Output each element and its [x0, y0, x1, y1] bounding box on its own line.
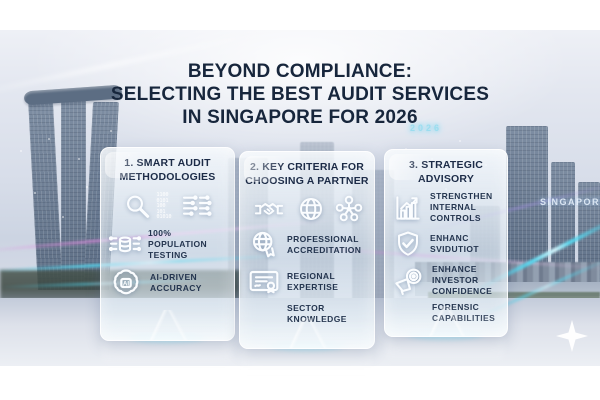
card-item: AI AI-DRIVEN ACCURACY [109, 266, 226, 300]
chip-data-icon [109, 229, 141, 261]
card-smart-audit-methodologies: 1. SMART AUDIT METHODOLOGIES 1100 0101 1… [100, 147, 235, 341]
item-label: PROFESSIONAL ACCREDITATION [287, 234, 362, 255]
title-line-3: IN SINGAPORE FOR 2026 [182, 107, 418, 128]
page-title: BEYOND COMPLIANCE: SELECTING THE BEST AU… [0, 60, 600, 129]
item-label: FORENSIC CAPABILITIES [432, 302, 496, 323]
card-item: FORENSIC CAPABILITIES [393, 302, 499, 324]
circuit-traces-icon [180, 191, 212, 223]
globe-ribbon-icon [248, 229, 280, 261]
item-label: ENHANC SVIDUTIOT [430, 233, 479, 254]
card-item: REGIONAL EXPERTISE [248, 266, 366, 298]
card-heading: 1. SMART AUDIT METHODOLOGIES [119, 157, 216, 183]
icon-row [248, 194, 366, 224]
item-label: ENHANCE INVESTOR CONFIDENCE [432, 264, 493, 296]
magnifier-binary-icon: 1100 0101 100 101 01010 [123, 191, 172, 223]
binary-digits: 1100 0101 100 101 01010 [156, 192, 172, 221]
card-item: STRENGTHEN INTERNAL CONTROLS [393, 191, 499, 224]
title-line-1: BEYOND COMPLIANCE: [187, 61, 413, 82]
item-label: AI-DRIVEN ACCURACY [150, 272, 202, 293]
title-line-2: SELECTING THE BEST AUDIT SERVICES [110, 84, 490, 105]
globe-icon [296, 194, 326, 224]
ai-chip-label: AI [123, 280, 129, 287]
card-item: ENHANC SVIDUTIOT [393, 229, 499, 259]
background-city-glow: SINGAPORE [540, 197, 600, 207]
shield-check-icon [393, 229, 423, 259]
currency-network-icon [334, 194, 364, 224]
certificate-icon [248, 266, 280, 298]
ai-brain-icon: AI [109, 266, 143, 300]
growth-chart-icon [393, 193, 423, 223]
card-item: 100% POPULATION TESTING [109, 228, 226, 261]
network-dots [20, 150, 22, 152]
card-item: PROFESSIONAL ACCREDITATION [248, 229, 366, 261]
marina-bay-sands-tower [61, 100, 86, 290]
background-year-glow: 2026 [410, 123, 443, 133]
icon-row: 1100 0101 100 101 01010 [109, 191, 226, 223]
card-item: SECTOR KNOWLEDGE [248, 303, 366, 325]
card-strategic-advisory: 3. STRATEGIC ADVISORY STRENGTHEN INTERNA… [384, 149, 508, 337]
card-key-criteria: 2. KEY CRITERIA FOR CHOOSING A PARTNER [239, 151, 375, 349]
card-heading: 3. STRATEGIC ADVISORY [409, 159, 483, 185]
megaphone-target-icon [393, 265, 425, 297]
card-item: ENHANCE INVESTOR CONFIDENCE [393, 264, 499, 297]
item-label: REGIONAL EXPERTISE [287, 271, 339, 292]
card-heading: 2. KEY CRITERIA FOR CHOOSING A PARTNER [245, 161, 369, 187]
handshake-icon [250, 194, 288, 224]
item-label: 100% POPULATION TESTING [148, 228, 208, 260]
item-label: SECTOR KNOWLEDGE [287, 303, 347, 324]
item-label: STRENGTHEN INTERNAL CONTROLS [430, 191, 493, 223]
